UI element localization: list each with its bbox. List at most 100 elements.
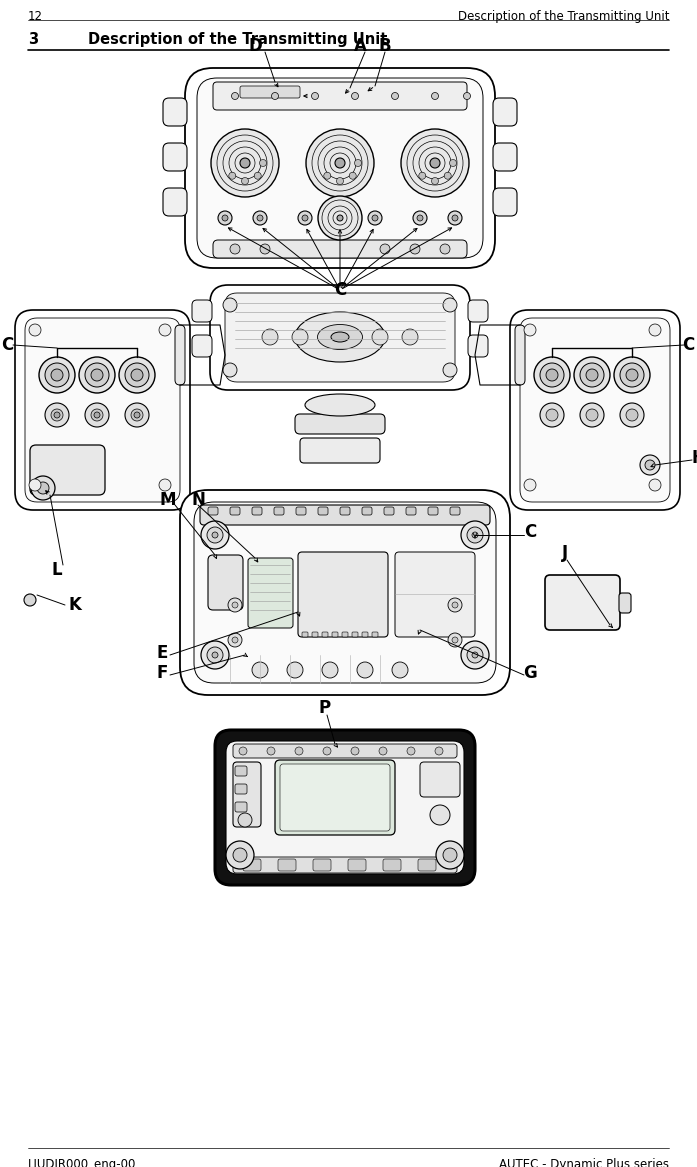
Circle shape [125,403,149,427]
Circle shape [240,158,250,168]
Circle shape [54,412,60,418]
Circle shape [51,408,63,421]
Text: C: C [1,336,13,354]
FancyBboxPatch shape [213,240,467,258]
Circle shape [448,211,462,225]
Circle shape [472,652,478,658]
Circle shape [443,298,457,312]
FancyBboxPatch shape [225,293,455,382]
Circle shape [94,412,100,418]
FancyBboxPatch shape [384,506,394,515]
FancyBboxPatch shape [215,731,475,885]
Circle shape [413,211,427,225]
Circle shape [228,598,242,612]
Circle shape [546,408,558,421]
Text: G: G [523,664,537,682]
Circle shape [91,369,103,380]
FancyBboxPatch shape [362,633,368,637]
Circle shape [207,527,223,543]
Circle shape [626,408,638,421]
Circle shape [262,329,278,345]
FancyBboxPatch shape [230,506,240,515]
Circle shape [119,357,155,393]
FancyBboxPatch shape [520,317,670,502]
FancyBboxPatch shape [295,414,385,434]
FancyBboxPatch shape [243,859,261,871]
Text: 3: 3 [28,32,38,47]
Circle shape [452,602,458,608]
FancyBboxPatch shape [428,506,438,515]
FancyBboxPatch shape [208,506,218,515]
Circle shape [444,173,451,180]
Circle shape [233,848,247,862]
FancyBboxPatch shape [235,784,247,794]
FancyBboxPatch shape [235,766,247,776]
Circle shape [407,747,415,755]
Text: LIUDJR000_eng-00: LIUDJR000_eng-00 [28,1158,137,1167]
Circle shape [39,357,75,393]
Circle shape [228,633,242,647]
Circle shape [417,215,423,221]
FancyBboxPatch shape [163,144,187,172]
Circle shape [349,173,356,180]
Circle shape [372,329,388,345]
Text: A: A [353,37,367,55]
Circle shape [29,324,41,336]
Circle shape [230,244,240,254]
Circle shape [159,324,171,336]
FancyBboxPatch shape [275,760,395,836]
Circle shape [125,363,149,387]
Circle shape [580,363,604,387]
Circle shape [323,747,331,755]
FancyBboxPatch shape [332,633,338,637]
FancyBboxPatch shape [163,98,187,126]
Circle shape [524,478,536,491]
Ellipse shape [331,331,349,342]
Text: D: D [248,37,262,55]
Circle shape [201,520,229,548]
Circle shape [241,177,249,184]
Circle shape [131,408,143,421]
FancyBboxPatch shape [194,502,496,683]
Circle shape [464,92,470,99]
Circle shape [452,215,458,221]
Circle shape [51,369,63,380]
Circle shape [260,244,270,254]
Circle shape [574,357,610,393]
FancyBboxPatch shape [30,445,105,495]
FancyBboxPatch shape [372,633,378,637]
Circle shape [357,662,373,678]
FancyBboxPatch shape [468,335,488,357]
Circle shape [620,363,644,387]
Circle shape [467,527,483,543]
Circle shape [337,215,343,221]
FancyBboxPatch shape [362,506,372,515]
FancyBboxPatch shape [313,859,331,871]
Circle shape [401,130,469,197]
Circle shape [312,92,319,99]
Circle shape [335,158,345,168]
FancyBboxPatch shape [233,745,457,759]
FancyBboxPatch shape [15,310,190,510]
Circle shape [134,412,140,418]
Circle shape [649,324,661,336]
Circle shape [380,244,390,254]
Text: 12: 12 [28,11,43,23]
FancyBboxPatch shape [210,285,470,390]
Text: C: C [524,523,536,541]
Circle shape [355,160,362,167]
FancyBboxPatch shape [342,633,348,637]
Circle shape [295,747,303,755]
Circle shape [461,641,489,669]
Circle shape [448,598,462,612]
FancyBboxPatch shape [420,762,460,797]
Circle shape [351,747,359,755]
Circle shape [645,460,655,470]
Circle shape [372,215,378,221]
Circle shape [211,130,279,197]
Circle shape [253,211,267,225]
FancyBboxPatch shape [240,86,300,98]
Text: C: C [334,281,346,299]
Circle shape [586,369,598,380]
Circle shape [540,403,564,427]
